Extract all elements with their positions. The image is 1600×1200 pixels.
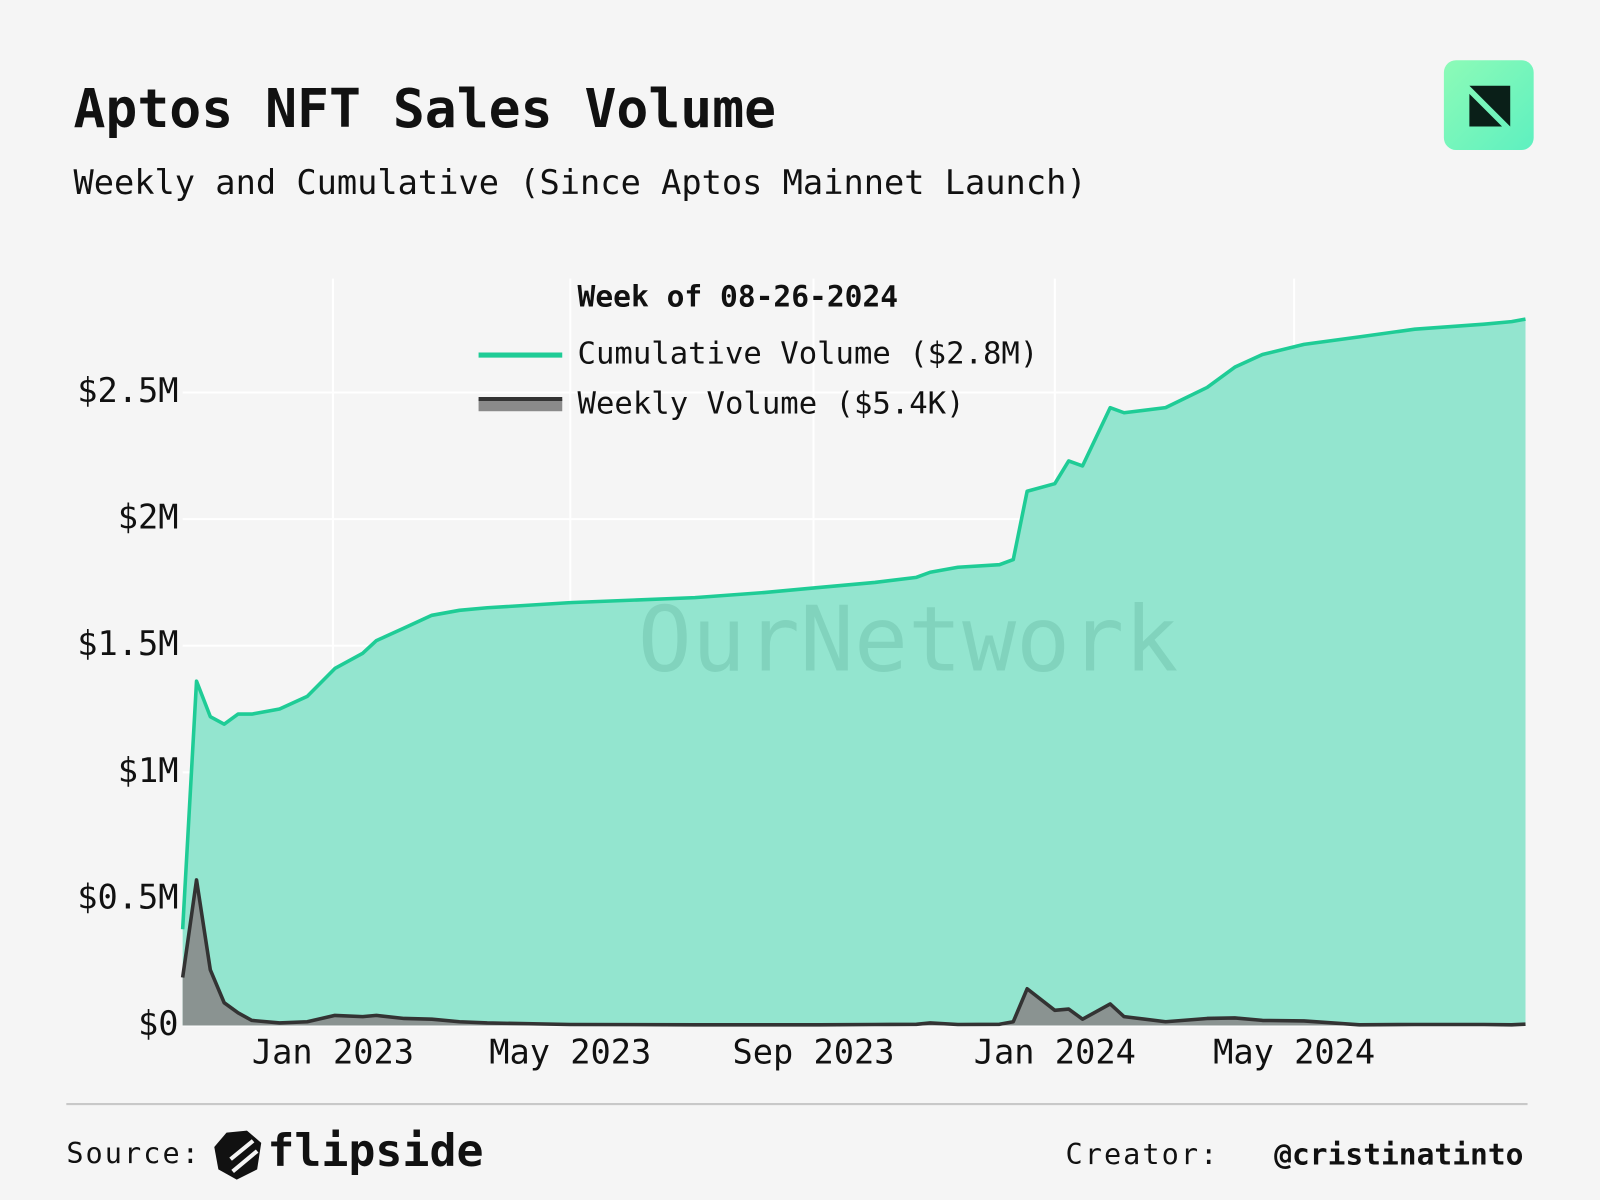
chart-subtitle: Weekly and Cumulative (Since Aptos Mainn…	[73, 163, 1086, 202]
area-fill	[182, 319, 1526, 1026]
chart-title: Aptos NFT Sales Volume	[73, 78, 776, 140]
y-tick-label: $1M	[118, 751, 179, 790]
line	[180, 878, 1526, 1027]
y-tick-label: $0	[138, 1004, 179, 1043]
flipside-icon	[214, 1130, 262, 1180]
legend: Week of 08-26-2024 Cumulative Volume ($2…	[478, 279, 1039, 422]
creator-label: Creator:	[1065, 1137, 1219, 1171]
y-tick-label: $2.5M	[77, 371, 178, 410]
x-tick-label: May 2024	[1213, 1033, 1375, 1072]
source-label: Source:	[66, 1136, 201, 1170]
y-tick-label: $0.5M	[77, 877, 178, 916]
legend-swatch	[478, 398, 563, 412]
x-tick-label: May 2023	[489, 1033, 651, 1072]
y-tick-label: $2M	[118, 498, 179, 537]
legend-title: Week of 08-26-2024	[578, 279, 899, 313]
creator-name: @cristinatinto	[1274, 1138, 1523, 1172]
x-tick-label: Jan 2024	[974, 1033, 1136, 1072]
x-tick-label: Sep 2023	[732, 1033, 894, 1072]
source-name: flipside	[267, 1124, 483, 1177]
x-tick-label: Jan 2023	[252, 1033, 414, 1072]
y-tick-label: $1.5M	[77, 624, 178, 663]
legend-label: Cumulative Volume ($2.8M)	[578, 337, 1039, 372]
logo	[1443, 60, 1534, 150]
legend-label: Weekly Volume ($5.4K)	[578, 387, 965, 422]
line	[180, 317, 1526, 930]
watermark-text: OurNetwork	[638, 588, 1179, 692]
